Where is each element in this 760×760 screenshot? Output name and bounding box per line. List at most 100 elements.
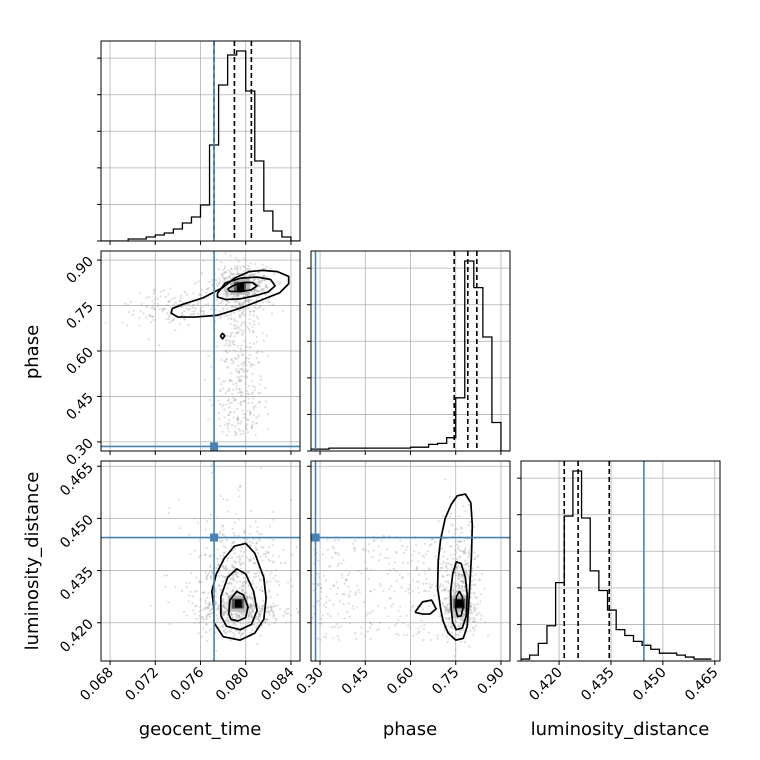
scatter-point — [469, 603, 472, 606]
scatter-point — [244, 416, 248, 420]
scatter-point — [473, 608, 476, 611]
scatter-point — [198, 539, 201, 542]
scatter-point — [247, 264, 250, 268]
scatter-point — [162, 307, 165, 311]
scatter-point — [229, 254, 232, 258]
scatter-point — [205, 291, 208, 294]
scatter-point — [466, 561, 470, 564]
scatter-point — [210, 575, 213, 578]
scatter-point — [451, 588, 454, 591]
scatter-point — [444, 564, 448, 568]
scatter-point — [395, 551, 398, 555]
scatter-point — [268, 573, 272, 576]
scatter-point — [444, 617, 447, 620]
scatter-point — [473, 592, 476, 595]
scatter-point — [238, 379, 241, 382]
scatter-point — [217, 585, 220, 588]
scatter-point — [260, 624, 263, 627]
scatter-point — [456, 617, 459, 620]
scatter-point — [243, 257, 246, 260]
scatter-point — [233, 621, 236, 625]
scatter-point — [248, 544, 252, 547]
scatter-point — [237, 327, 240, 330]
scatter-point — [139, 310, 142, 313]
scatter-point — [253, 305, 256, 309]
scatter-point — [247, 622, 250, 625]
scatter-point — [207, 354, 210, 357]
scatter-point — [468, 645, 471, 648]
scatter-point — [264, 285, 267, 289]
scatter-point — [210, 612, 213, 615]
scatter-point — [375, 629, 378, 632]
scatter-point — [255, 298, 258, 302]
scatter-point — [247, 419, 250, 422]
scatter-point — [253, 279, 256, 282]
scatter-point — [291, 584, 294, 588]
scatter-point — [223, 408, 226, 411]
scatter-point — [257, 414, 260, 418]
scatter-point — [236, 357, 239, 360]
scatter-point — [245, 581, 248, 584]
scatter-point — [204, 553, 207, 557]
scatter-point — [348, 595, 351, 598]
scatter-point — [215, 283, 218, 286]
scatter-point — [264, 555, 268, 558]
scatter-point — [229, 276, 232, 279]
scatter-point — [470, 610, 473, 613]
scatter-point — [417, 591, 420, 594]
scatter-point — [276, 604, 279, 607]
scatter-point — [190, 304, 193, 307]
scatter-point — [460, 549, 463, 552]
scatter-point — [243, 531, 246, 534]
scatter-point — [250, 363, 253, 366]
scatter-point — [204, 577, 207, 580]
scatter-point — [333, 584, 336, 587]
y-tick-label-phase: 0.90 — [63, 254, 96, 287]
y-tick-label-luminosity_distance: 0.435 — [57, 564, 97, 604]
scatter-point — [242, 588, 245, 591]
scatter-point — [250, 610, 253, 614]
scatter-point — [466, 523, 470, 527]
scatter-point — [471, 626, 475, 629]
scatter-point — [205, 575, 208, 579]
scatter-point — [189, 553, 192, 556]
scatter-point — [214, 602, 218, 605]
scatter-point — [263, 274, 266, 277]
scatter-point — [198, 579, 201, 582]
scatter-point — [464, 562, 467, 565]
scatter-point — [216, 607, 220, 610]
scatter-point — [462, 550, 465, 553]
scatter-point — [245, 424, 248, 427]
scatter-point — [441, 555, 445, 558]
scatter-point — [248, 318, 251, 321]
scatter-point — [239, 391, 242, 394]
scatter-point — [221, 580, 224, 583]
scatter-point — [219, 316, 222, 320]
y-tick-label-phase: 0.60 — [63, 345, 96, 378]
scatter-point — [205, 602, 208, 605]
scatter-point — [245, 307, 248, 310]
scatter-point — [244, 413, 247, 416]
scatter-point — [242, 631, 245, 635]
scatter-point — [253, 386, 257, 389]
scatter-point — [258, 285, 261, 288]
scatter-point — [226, 619, 230, 622]
scatter-point — [261, 279, 264, 282]
scatter-point — [250, 603, 253, 607]
scatter-point — [250, 605, 253, 609]
scatter-point — [470, 612, 473, 615]
scatter-point — [257, 290, 260, 293]
panel-luminosity_distance_vs_geocent_time-content — [101, 461, 300, 661]
scatter-point — [249, 604, 252, 607]
scatter-point — [232, 540, 235, 543]
scatter-point — [229, 344, 232, 347]
scatter-point — [450, 624, 453, 627]
scatter-point — [200, 580, 203, 584]
scatter-point — [255, 351, 258, 354]
scatter-point — [257, 605, 261, 608]
scatter-point — [253, 323, 256, 326]
scatter-point — [472, 558, 476, 561]
scatter-point — [245, 363, 248, 367]
scatter-point — [440, 566, 443, 570]
scatter-point — [241, 400, 244, 403]
